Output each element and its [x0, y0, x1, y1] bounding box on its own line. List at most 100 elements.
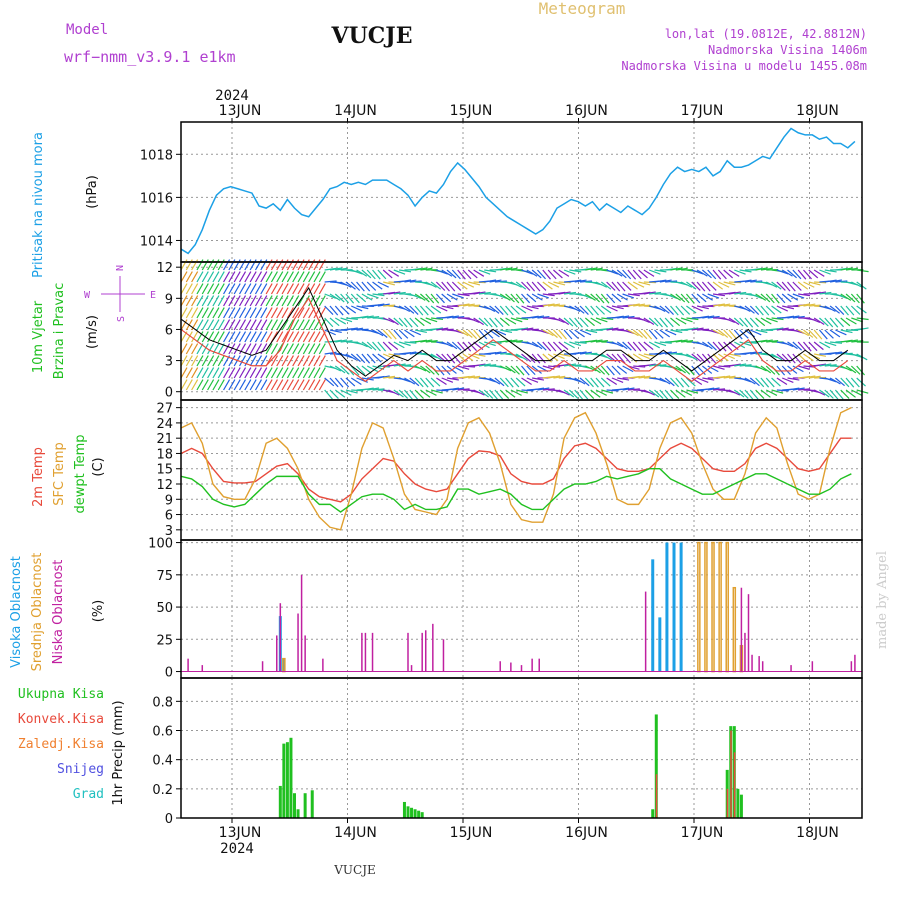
total-precip-bar — [739, 794, 743, 818]
wind-arrow — [249, 331, 257, 343]
wind-arrow — [622, 365, 634, 373]
wind-arrow — [813, 329, 823, 340]
wind-arrow — [265, 295, 273, 307]
wind-arrow — [563, 317, 574, 327]
wind-arrow — [531, 293, 543, 301]
wind-arrow — [707, 353, 717, 364]
wind-arrow — [781, 269, 793, 277]
wind-arrow — [244, 355, 252, 367]
top-day-label: 17JUN — [681, 103, 724, 119]
wind-arrow — [797, 269, 807, 280]
wind-arrow — [292, 283, 300, 295]
wind-arrow — [680, 377, 690, 388]
cloud-label-2: Srednja Oblacnost — [30, 553, 45, 672]
y-tick-label: 75 — [156, 569, 173, 584]
wind-arrow — [452, 293, 464, 299]
wind-arrow — [484, 364, 497, 367]
wind-arrow — [829, 279, 843, 283]
wind-arrow — [813, 269, 825, 277]
wind-arrow — [180, 343, 188, 355]
wind-arrow — [680, 281, 693, 288]
wind-arrow — [393, 317, 404, 327]
model-altitude-text: Nadmorska Visina u modelu 1455.08m — [621, 59, 867, 73]
wind-arrow — [366, 281, 377, 291]
wind-arrow — [297, 367, 305, 379]
wind-arrow — [270, 271, 278, 283]
wind-arrow — [217, 319, 225, 331]
wind-arrow — [521, 353, 532, 363]
wind-arrow — [686, 305, 697, 314]
wind-arrow — [638, 375, 651, 379]
wind-arrow — [340, 377, 350, 388]
wind-arrow — [611, 341, 624, 348]
wind-arrow — [633, 303, 646, 307]
wind-arrow — [191, 295, 199, 307]
wind-arrow — [712, 341, 722, 352]
wind-arrow — [382, 329, 392, 340]
wind-arrow — [510, 340, 523, 343]
wind-arrow — [404, 329, 415, 338]
wind-arrow — [404, 279, 417, 283]
wind-arrow — [191, 307, 199, 319]
wind-arrow — [851, 281, 863, 288]
wind-arrow — [196, 331, 204, 343]
wind-arrow — [696, 365, 706, 376]
wind-arrow — [670, 389, 680, 399]
wind-arrow — [228, 355, 236, 367]
wind-arrow — [568, 317, 578, 328]
wind-arrow — [733, 389, 745, 398]
low-cloud-bar — [811, 661, 814, 672]
wind-arrow — [446, 269, 457, 279]
total-precip-bar — [402, 801, 406, 818]
wind-arrow — [404, 351, 417, 355]
wind-arrow — [404, 377, 416, 385]
wind-arrow — [292, 355, 300, 367]
wind-arrow — [207, 343, 215, 355]
wind-arrow — [292, 259, 300, 271]
wind-arrow — [526, 377, 539, 383]
wind-arrow — [377, 353, 389, 362]
wind-arrow — [196, 367, 204, 379]
wind-arrow — [712, 329, 724, 337]
wind-arrow — [324, 305, 334, 316]
wind-arrow — [521, 365, 530, 376]
wind-arrow — [414, 293, 426, 301]
wind-arrow — [537, 269, 547, 280]
wind-arrow — [329, 339, 342, 343]
wind-arrow — [399, 279, 412, 283]
wind-arrow — [616, 281, 626, 292]
wind-arrow — [276, 259, 284, 271]
wind-arrow — [776, 327, 789, 331]
wind-arrow — [361, 293, 373, 301]
wind-arrow — [239, 283, 247, 295]
wind-arrow — [441, 365, 451, 376]
wind-arrow — [191, 379, 199, 391]
wind-arrow — [467, 329, 478, 340]
wind-arrow — [180, 379, 188, 391]
wind-arrow — [340, 281, 352, 288]
wind-arrow — [531, 341, 543, 350]
wind-arrow — [664, 317, 674, 328]
low-cloud-bar — [371, 632, 374, 672]
wind-arrow — [728, 389, 741, 396]
wind-arrow — [760, 305, 770, 316]
y-tick-label: 15 — [156, 463, 173, 478]
wind-arrow — [760, 365, 772, 374]
wind-arrow — [563, 389, 575, 398]
wind-arrow — [484, 377, 496, 383]
wind-arrow — [632, 269, 642, 280]
low-cloud-bar — [276, 635, 278, 672]
wind-arrow — [377, 375, 390, 379]
wind-arrow — [180, 271, 188, 283]
wind-arrow — [276, 307, 284, 319]
low-cloud-bar — [304, 635, 306, 672]
wind-arrow — [781, 353, 791, 364]
low-cloud-bar — [747, 594, 750, 672]
wind-arrow — [308, 271, 316, 283]
wind-arrow — [606, 269, 619, 275]
wind-arrow — [196, 259, 204, 271]
wind-arrow — [420, 293, 430, 303]
wind-arrow — [308, 295, 316, 307]
low-cloud-bar — [300, 574, 303, 672]
wind-arrow — [659, 377, 671, 385]
